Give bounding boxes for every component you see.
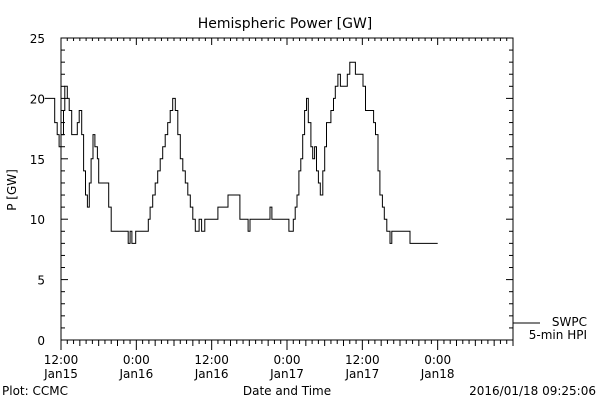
x-axis: 12:00Jan150:00Jan1612:00Jan160:00Jan1712…	[43, 38, 514, 381]
x-tick-time-label: 12:00	[345, 353, 380, 367]
x-tick-date-label: Jan17	[269, 367, 304, 381]
y-tick-label: 15	[30, 153, 45, 167]
x-tick-date-label: Jan16	[118, 367, 153, 381]
series-line-swpc-hpi	[44, 61, 438, 244]
x-tick-time-label: 12:00	[194, 353, 229, 367]
y-tick-label: 5	[37, 274, 45, 288]
y-tick-label: 10	[30, 213, 45, 227]
plot-frame	[60, 37, 514, 341]
legend-text-swpc: SWPC	[552, 315, 587, 329]
legend: SWPC 5-min HPI	[513, 315, 587, 342]
footer-timestamp: 2016/01/18 09:25:06	[469, 384, 596, 398]
x-tick-time-label: 0:00	[274, 353, 301, 367]
footer-plot-credit: Plot: CCMC	[2, 384, 68, 398]
x-tick-date-label: Jan18	[420, 367, 455, 381]
y-axis-label: P [GW]	[5, 169, 19, 211]
legend-text-hpi: 5-min HPI	[529, 328, 587, 342]
y-axis: 0 5 10 15 20 25	[30, 32, 513, 348]
footer-axis-title: Date and Time	[243, 384, 331, 398]
x-tick-date-label: Jan16	[194, 367, 229, 381]
y-tick-label: 25	[30, 32, 45, 46]
x-tick-time-label: 12:00	[44, 353, 79, 367]
x-tick-date-label: Jan17	[344, 367, 379, 381]
x-tick-date-label: Jan15	[43, 367, 78, 381]
y-tick-label: 20	[30, 92, 45, 106]
x-tick-time-label: 0:00	[424, 353, 451, 367]
plot-area-border	[60, 37, 514, 341]
y-tick-label: 0	[37, 334, 45, 348]
chart-title: Hemispheric Power [GW]	[198, 16, 373, 32]
x-tick-time-label: 0:00	[123, 353, 150, 367]
